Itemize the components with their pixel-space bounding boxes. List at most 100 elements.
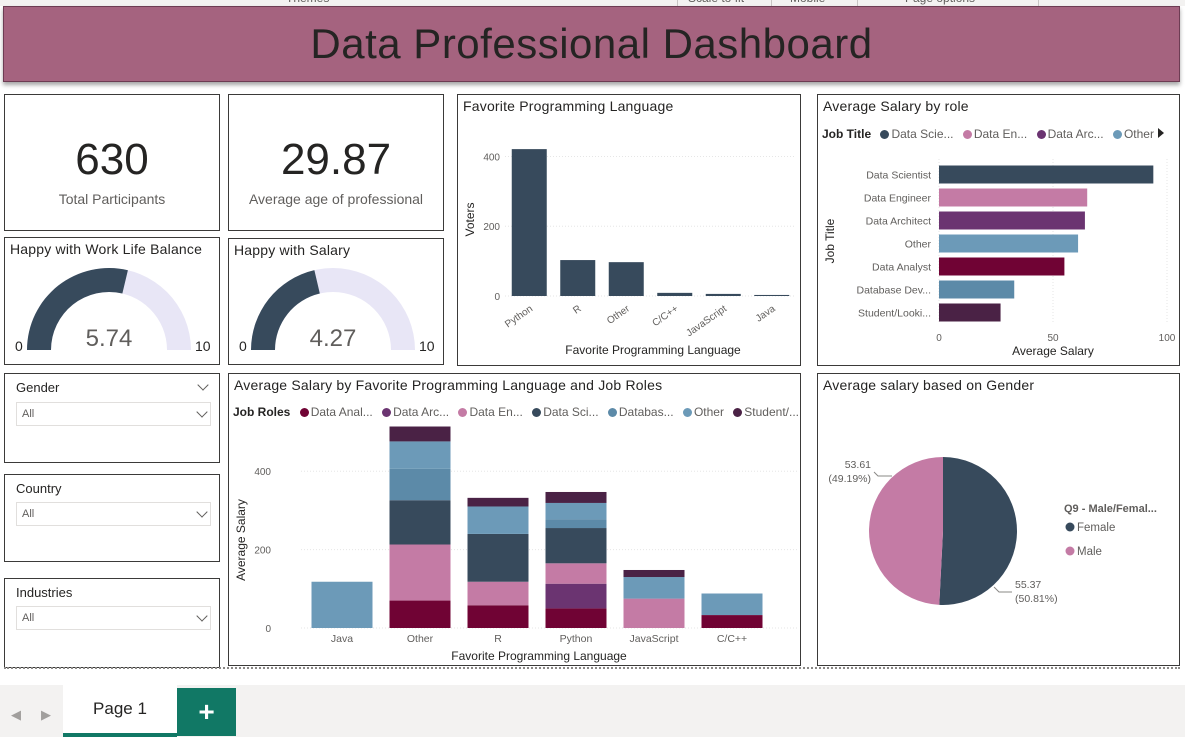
kpi-value: 29.87 — [280, 135, 392, 184]
kpi-label: Total Participants — [58, 191, 166, 207]
canvas-boundary — [4, 667, 1180, 669]
stack-segment — [389, 500, 451, 545]
x-tick-label: Python — [560, 633, 593, 645]
slicer-industries[interactable]: Industries All — [4, 578, 220, 668]
stack-segment — [389, 426, 451, 442]
kpi-card-total-participants[interactable]: 630 Total Participants — [4, 94, 220, 231]
legend-next-arrow-icon[interactable] — [1158, 128, 1164, 138]
y-tick-label: 400 — [483, 152, 500, 163]
bar-java — [754, 294, 790, 296]
chart-title: Favorite Programming Language — [463, 98, 674, 114]
bar-python — [511, 149, 547, 296]
menu-themes[interactable]: Themes — [286, 0, 329, 5]
gauge-max-label: 10 — [419, 338, 435, 354]
menu-mobile[interactable]: Mobile — [790, 0, 825, 5]
gauge-chart: 4.27 0 10 — [239, 268, 435, 354]
stack-segment — [389, 600, 451, 628]
dashboard-title-banner: Data Professional Dashboard — [3, 6, 1180, 82]
role-bar-chart: 0 50 100 Data Scientist Data Engineer Data Ar… — [823, 159, 1176, 358]
chart-title: Average Salary by Favorite Programming L… — [234, 377, 663, 393]
gender-pie-chart: 55.37 (50.81%) 53.61 (49.19%) Q9 - Male/Fema… — [828, 457, 1157, 605]
stack-segment — [467, 497, 529, 507]
gauge-value: 4.27 — [310, 325, 357, 352]
gauge-value: 5.74 — [86, 325, 133, 352]
legend-swatch — [733, 408, 743, 417]
slicer-country[interactable]: Country All — [4, 474, 220, 562]
page-tab-page-1[interactable]: Page 1 — [63, 685, 177, 737]
stack-segment — [311, 581, 373, 628]
bar-databasedev — [939, 280, 1015, 299]
stack-segment — [545, 519, 607, 529]
y-tick-label: Data Architect — [866, 216, 931, 228]
y-tick-label: Data Analyst — [872, 262, 931, 274]
kpi-value: 630 — [75, 135, 149, 184]
x-axis-title: Average Salary — [1012, 344, 1094, 358]
x-axis-title: Favorite Programming Language — [565, 343, 741, 357]
slicer-dropdown[interactable]: All — [16, 402, 211, 426]
leader-line — [993, 586, 1012, 593]
legend-swatch — [1065, 522, 1075, 532]
next-page-arrow-icon[interactable]: ▶ — [41, 707, 51, 722]
pie-data-label: 55.37 — [1015, 579, 1041, 591]
legend-item[interactable]: Data En... — [469, 405, 523, 419]
language-bar-chart: 0 200 400 Python R Other C/C++ JavaScript Java Vo… — [463, 149, 796, 357]
menu-scale-to-fit[interactable]: Scale to fit — [688, 0, 744, 5]
gauge-min-label: 0 — [15, 338, 23, 354]
chart-card-salary-by-language-and-role[interactable]: Average Salary by Favorite Programming L… — [228, 373, 801, 666]
x-tick-label: Other — [407, 633, 434, 645]
previous-page-arrow-icon[interactable]: ◀ — [11, 707, 21, 722]
slicer-title: Industries — [16, 585, 73, 600]
slicer-title: Country — [16, 481, 62, 496]
legend-item[interactable]: Data Sci... — [543, 405, 599, 419]
legend-item[interactable]: Databas... — [618, 405, 674, 419]
legend-item: Male — [1077, 546, 1102, 558]
slicer-title: Gender — [16, 380, 60, 395]
legend-item[interactable]: Data Anal... — [310, 405, 373, 419]
gauge-fill — [27, 268, 128, 350]
legend-item[interactable]: Data Arc... — [393, 405, 450, 419]
slicer-dropdown[interactable]: All — [16, 606, 211, 630]
legend-item[interactable]: Data En... — [973, 127, 1028, 141]
kpi-card-average-age[interactable]: 29.87 Average age of professional — [228, 94, 444, 231]
legend-swatch — [880, 130, 890, 139]
bar-javascript — [705, 293, 741, 296]
slicer-dropdown[interactable]: All — [16, 502, 211, 526]
y-tick-label: Database Dev... — [856, 285, 931, 297]
legend-swatch — [962, 130, 972, 139]
x-axis-title: Favorite Programming Language — [451, 649, 627, 663]
slicer-gender[interactable]: Gender All — [4, 373, 220, 463]
gauge-card-salary-happiness[interactable]: Happy with Salary 4.27 0 10 — [228, 238, 444, 365]
legend-item[interactable]: Data Arc... — [1047, 127, 1104, 141]
menu-page-options[interactable]: Page options — [905, 0, 975, 5]
x-tick-label: JavaScript — [684, 303, 729, 339]
gauge-card-work-life-balance[interactable]: Happy with Work Life Balance 5.74 0 10 — [4, 237, 220, 365]
menu-separator — [771, 0, 772, 6]
x-tick-label: R — [571, 303, 583, 316]
stack-segment — [545, 528, 607, 564]
x-tick-label: R — [494, 633, 502, 645]
chart-card-favorite-language[interactable]: Favorite Programming Language 0 200 400 Pyt… — [457, 94, 801, 366]
bar-r — [560, 260, 596, 296]
collapse-chevron-icon[interactable] — [197, 379, 209, 391]
slicer-value: All — [22, 612, 35, 624]
y-tick-label: 0 — [494, 292, 500, 303]
chart-card-salary-by-role[interactable]: Average Salary by role Job Title Data Sc… — [817, 94, 1180, 366]
y-tick-label: Data Scientist — [866, 170, 931, 182]
pie-data-label: 53.61 — [845, 459, 871, 471]
legend-item[interactable]: Other — [693, 405, 724, 419]
pie-data-label: (50.81%) — [1015, 593, 1058, 605]
legend-item[interactable]: Data Scie... — [891, 127, 954, 141]
legend-item[interactable]: Student/... — [744, 405, 799, 419]
menu-separator — [677, 0, 678, 6]
legend-title: Job Roles — [233, 405, 291, 419]
chart-card-salary-by-gender[interactable]: Average salary based on Gender 55.37 (50.… — [817, 373, 1180, 666]
legend-swatch — [299, 408, 309, 417]
chart-title: Average Salary by role — [823, 98, 969, 114]
chart-title: Average salary based on Gender — [823, 377, 1035, 393]
stack-segment — [545, 491, 607, 503]
menu-separator — [857, 0, 858, 6]
x-tick-label: 100 — [1159, 333, 1176, 344]
legend-item[interactable]: Other — [1123, 127, 1154, 141]
bar-other — [608, 262, 644, 296]
add-page-button[interactable]: + — [177, 688, 236, 736]
